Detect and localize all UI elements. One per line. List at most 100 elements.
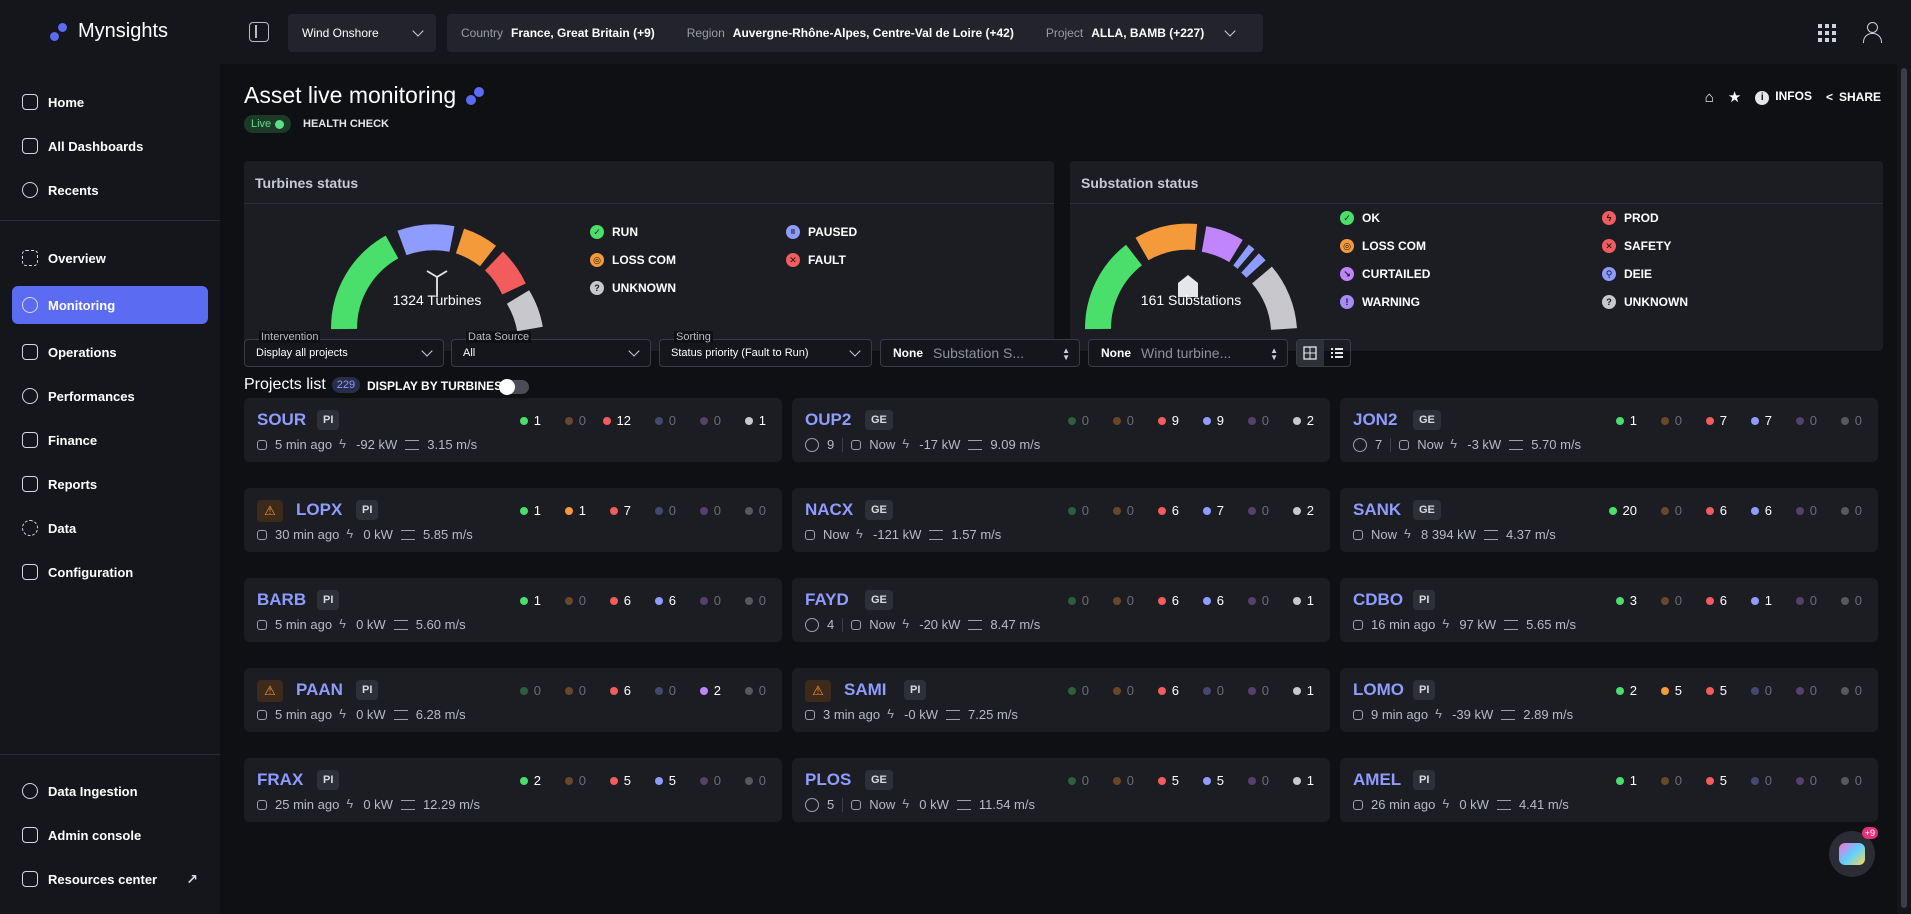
- sidebar-item-admin-console[interactable]: Admin console: [12, 816, 208, 854]
- health-check-link[interactable]: HEALTH CHECK: [303, 118, 389, 130]
- legend-prod[interactable]: ϟ PROD: [1602, 211, 1659, 225]
- home-icon: [22, 94, 38, 110]
- status-count: 1: [496, 413, 541, 428]
- page-title-text: Asset live monitoring: [244, 82, 457, 108]
- star-icon[interactable]: ★: [1727, 89, 1742, 106]
- warning-icon: ⚠: [257, 680, 283, 702]
- sidebar-item-home[interactable]: Home: [12, 83, 208, 121]
- last-update: 5 min ago: [275, 437, 333, 452]
- status-count-value: 9: [1216, 413, 1224, 428]
- scope-filter[interactable]: Country France, Great Britain (+9) Regio…: [447, 14, 1263, 52]
- project-card[interactable]: CDBO PI 3 0 6 1 0 0 16 min ago 97 kW 5.65 m/s: [1340, 578, 1878, 642]
- project-card[interactable]: BARB PI 1 0 6 6 0 0 5 min ago 0 kW 5.60 m/s: [244, 578, 782, 642]
- finance-icon: [22, 432, 38, 448]
- sidebar-item-label: All Dashboards: [48, 138, 144, 154]
- sidebar-item-operations[interactable]: Operations: [12, 333, 208, 371]
- legend-deie[interactable]: ⚲ DEIE: [1602, 267, 1652, 281]
- legend-ok[interactable]: ✓ OK: [1340, 211, 1380, 225]
- legend-warning[interactable]: ! WARNING: [1340, 295, 1420, 309]
- sidebar-item-recents[interactable]: Recents: [12, 171, 208, 209]
- status-counts: 2 0 5 5 0 0: [496, 773, 766, 788]
- interventions-count: 5: [827, 797, 835, 812]
- last-update: Now: [823, 527, 850, 542]
- assistant-chat-button[interactable]: +9: [1829, 827, 1878, 877]
- last-update: 30 min ago: [275, 527, 340, 542]
- status-dot-icon: [654, 776, 663, 785]
- sorting-select[interactable]: Sorting Status priority (Fault to Run): [659, 331, 872, 367]
- project-card[interactable]: OUP2 GE 0 0 9 9 0 2 9 Now -17 kW 9.09 m/s: [792, 398, 1330, 462]
- chevron-down-icon: [628, 345, 640, 357]
- legend-fault[interactable]: ✕ FAULT: [786, 253, 846, 267]
- app-logo[interactable]: Mynsights: [48, 20, 168, 43]
- sidebar-item-performances[interactable]: Performances: [12, 377, 208, 415]
- legend-loss-com[interactable]: ◎ LOSS COM: [1340, 239, 1426, 253]
- sidebar-item-data[interactable]: Data: [12, 509, 208, 547]
- status-count-value: 12: [616, 413, 631, 428]
- legend-unknown[interactable]: ? UNKNOWN: [590, 281, 676, 295]
- data-source-select[interactable]: Data Source All: [451, 331, 651, 367]
- sidebar-item-monitoring[interactable]: Monitoring: [12, 286, 208, 324]
- sidebar-item-data-ingestion[interactable]: Data Ingestion: [12, 772, 208, 810]
- home-icon[interactable]: ⌂: [1704, 88, 1714, 106]
- project-card[interactable]: ⚠ PAAN PI 0 0 6 0 2 0 5 min ago 0 kW 6.28 m/s: [244, 668, 782, 732]
- status-count: 7: [1179, 503, 1224, 518]
- infos-button[interactable]: i INFOS: [1755, 89, 1812, 105]
- legend-label: DEIE: [1624, 267, 1653, 281]
- status-count: 12: [586, 413, 631, 428]
- status-count-value: 1: [1306, 683, 1314, 698]
- apps-grid-icon[interactable]: [1818, 24, 1836, 42]
- sidebar-item-reports[interactable]: Reports: [12, 465, 208, 503]
- grid-view-icon[interactable]: [1297, 340, 1324, 366]
- user-icon[interactable]: [1862, 22, 1882, 43]
- intervention-select[interactable]: Intervention Display all projects: [244, 331, 444, 367]
- sidebar-item-all-dashboards[interactable]: All Dashboards: [12, 127, 208, 165]
- status-count-value: 5: [623, 773, 631, 788]
- wind-turbine-select[interactable]: None Wind turbine... ▲ ▼: [1088, 339, 1288, 367]
- scrollbar-thumb[interactable]: [1901, 68, 1907, 908]
- share-button[interactable]: < SHARE: [1826, 90, 1881, 104]
- project-card[interactable]: SANK GE 20 0 6 6 0 0 Now 8 394 kW 4.37 m/s: [1340, 488, 1878, 552]
- project-card[interactable]: FAYD GE 0 0 6 6 0 1 4 Now -20 kW 8.47 m/s: [792, 578, 1330, 642]
- substation-select[interactable]: None Substation S... ▲ ▼: [880, 339, 1080, 367]
- interventions-icon: [1353, 437, 1367, 452]
- status-count: 0: [1772, 773, 1817, 788]
- status-dot-icon: [564, 506, 573, 515]
- status-count-value: 7: [623, 503, 631, 518]
- status-dot-icon: [1112, 416, 1121, 425]
- legend-paused[interactable]: II PAUSED: [786, 225, 857, 239]
- database-icon: [1353, 529, 1363, 540]
- technology-select[interactable]: Wind Onshore: [288, 14, 436, 52]
- legend-curtailed[interactable]: ↘ CURTAILED: [1340, 267, 1430, 281]
- active-power: -121 kW: [873, 527, 922, 542]
- status-count: 0: [1772, 413, 1817, 428]
- status-count-value: 0: [1854, 683, 1862, 698]
- legend-safety[interactable]: ✕ SAFETY: [1602, 239, 1671, 253]
- share-icon: <: [1825, 90, 1833, 104]
- project-card[interactable]: JON2 GE 1 0 7 7 0 0 7 Now -3 kW 5.70 m/s: [1340, 398, 1878, 462]
- sidebar-collapse-icon[interactable]: [249, 22, 269, 42]
- share-label: SHARE: [1838, 90, 1881, 104]
- project-card[interactable]: LOMO PI 2 5 5 0 0 0 9 min ago -39 kW 2.89 m/s: [1340, 668, 1878, 732]
- sidebar-item-finance[interactable]: Finance: [12, 421, 208, 459]
- legend-run[interactable]: ✓ RUN: [590, 225, 638, 239]
- project-card[interactable]: ⚠ SAMI PI 0 0 6 0 0 1 3 min ago -0 kW 7.25 m/s: [792, 668, 1330, 732]
- sidebar-item-configuration[interactable]: Configuration: [12, 553, 208, 591]
- project-card[interactable]: FRAX PI 2 0 5 5 0 0 25 min ago 0 kW 12.29 m/s: [244, 758, 782, 822]
- legend-unknown[interactable]: ? UNKNOWN: [1602, 295, 1688, 309]
- legend-loss-com[interactable]: ◎ LOSS COM: [590, 253, 676, 267]
- status-count-value: 9: [1171, 413, 1179, 428]
- list-view-icon[interactable]: [1324, 340, 1351, 366]
- project-meta: 5 min ago 0 kW 5.60 m/s: [257, 616, 466, 632]
- sidebar-item-overview[interactable]: Overview: [12, 239, 208, 277]
- project-card[interactable]: NACX GE 0 0 6 7 0 2 Now -121 kW 1.57 m/s: [792, 488, 1330, 552]
- power-icon: [1450, 436, 1459, 451]
- sidebar-item-resources-center[interactable]: Resources center ↗: [12, 860, 208, 898]
- status-dot-icon: [1750, 506, 1759, 515]
- project-card[interactable]: ⚠ LOPX PI 1 1 7 0 0 0 30 min ago 0 kW 5.85 m/s: [244, 488, 782, 552]
- project-card[interactable]: SOUR PI 1 0 12 0 0 1 5 min ago -92 kW 3.15 m/s: [244, 398, 782, 462]
- status-dot-icon: [654, 596, 663, 605]
- display-by-turbines-toggle[interactable]: [499, 379, 529, 395]
- project-card[interactable]: PLOS GE 0 0 5 5 0 1 5 Now 0 kW 11.54 m/s: [792, 758, 1330, 822]
- power-icon: [339, 616, 348, 631]
